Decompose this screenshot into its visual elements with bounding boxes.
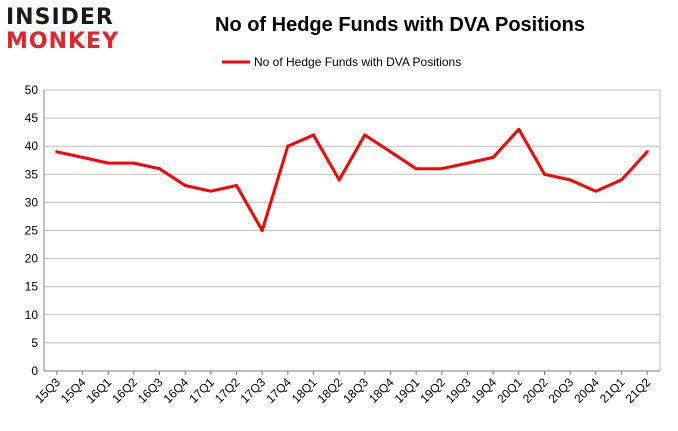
data-point	[491, 155, 495, 159]
x-tick-label: 16Q4	[161, 375, 192, 406]
x-tick-label: 18Q2	[315, 375, 346, 406]
data-point	[568, 178, 572, 182]
x-tick-label: 19Q4	[469, 375, 500, 406]
x-tick-label: 16Q3	[135, 375, 166, 406]
y-tick-label: 40	[25, 139, 39, 153]
x-tick-label: 17Q4	[263, 375, 294, 406]
y-tick-labels: 0 5 10 15 20 25 30 35 40 45 50	[25, 83, 39, 378]
y-tick-label: 15	[25, 280, 39, 294]
axes	[43, 90, 661, 375]
y-tick-label: 0	[31, 364, 38, 378]
series-lines	[55, 127, 649, 232]
data-point	[337, 178, 341, 182]
x-tick-label: 16Q2	[109, 375, 140, 406]
x-tick-label: 16Q1	[84, 375, 115, 406]
insider-monkey-logo: INSIDER MONKEY	[6, 6, 128, 56]
x-tick-label: 17Q3	[238, 375, 269, 406]
data-point	[645, 150, 649, 154]
data-point	[389, 150, 392, 154]
x-tick-label: 17Q2	[212, 375, 243, 406]
y-tick-label: 45	[25, 111, 39, 125]
grid-lines	[44, 89, 660, 372]
legend-label: No of Hedge Funds with DVA Positions	[254, 55, 461, 69]
data-point	[312, 133, 315, 137]
legend: No of Hedge Funds with DVA Positions	[222, 55, 461, 69]
data-point	[132, 161, 136, 165]
x-tick-label: 15Q3	[32, 375, 63, 406]
logo-line-1: INSIDER	[6, 5, 114, 30]
y-tick-label: 25	[25, 224, 39, 238]
x-tick-label: 21Q2	[623, 375, 654, 406]
data-point	[517, 127, 521, 131]
x-tick-label: 20Q2	[520, 375, 551, 406]
x-tick-label: 18Q1	[289, 375, 320, 406]
y-tick-label: 30	[25, 195, 39, 209]
data-point	[260, 229, 264, 232]
data-point	[286, 144, 290, 148]
x-tick-label: 19Q2	[417, 375, 448, 406]
y-tick-label: 50	[25, 83, 39, 97]
x-tick-labels: 15Q315Q416Q116Q216Q316Q417Q117Q217Q317Q4…	[32, 375, 653, 406]
data-point	[543, 172, 546, 176]
y-tick-label: 35	[25, 167, 39, 181]
y-tick-label: 5	[31, 336, 38, 350]
data-point	[106, 161, 110, 165]
x-tick-label: 20Q1	[494, 375, 525, 406]
x-tick-label: 18Q4	[366, 375, 397, 406]
data-point	[414, 167, 418, 171]
x-tick-label: 20Q3	[546, 375, 577, 406]
x-tick-label: 15Q4	[58, 375, 89, 406]
x-tick-label: 17Q1	[186, 375, 217, 406]
data-point	[440, 167, 444, 171]
data-point	[620, 178, 623, 182]
data-point	[466, 161, 469, 165]
data-point	[183, 184, 187, 188]
x-tick-label: 19Q1	[392, 375, 423, 406]
x-tick-label: 18Q3	[340, 375, 371, 406]
data-point	[594, 189, 598, 193]
data-point	[235, 184, 238, 188]
data-point	[158, 167, 161, 171]
x-tick-label: 20Q4	[571, 375, 602, 406]
data-point	[209, 189, 213, 193]
x-tick-label: 21Q1	[597, 375, 628, 406]
series-line	[55, 127, 649, 232]
data-point	[363, 133, 367, 137]
chart-title: No of Hedge Funds with DVA Positions	[215, 14, 585, 36]
x-tick-label: 19Q3	[443, 375, 474, 406]
logo-line-2: MONKEY	[6, 29, 120, 54]
data-point	[81, 155, 84, 159]
y-tick-label: 10	[25, 308, 39, 322]
y-tick-label: 20	[25, 252, 39, 266]
data-point	[55, 150, 59, 154]
